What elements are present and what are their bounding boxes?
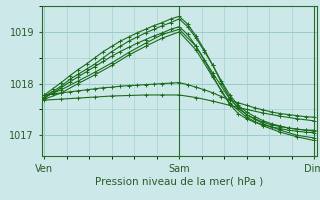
X-axis label: Pression niveau de la mer( hPa ): Pression niveau de la mer( hPa )	[95, 176, 263, 186]
